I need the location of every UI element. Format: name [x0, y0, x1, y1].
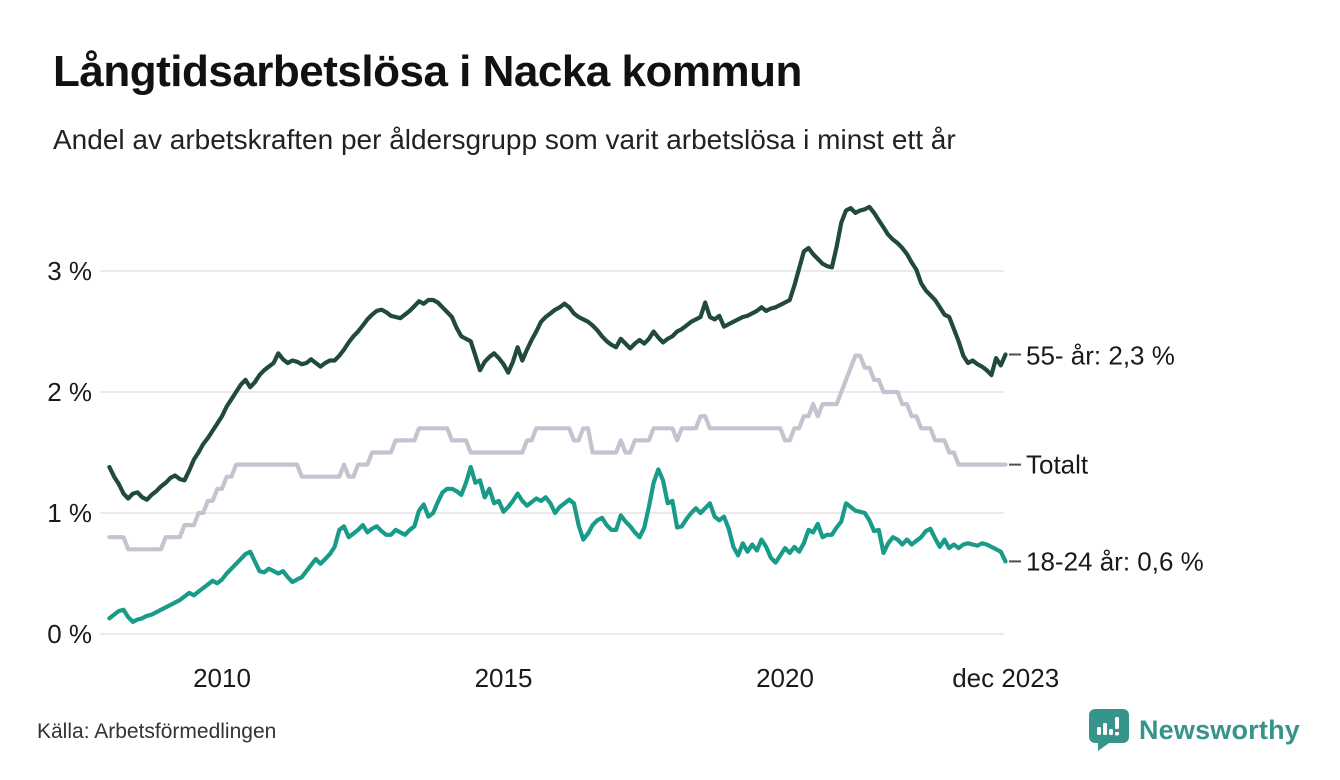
series-line-55- år	[107, 204, 1008, 502]
chart-subtitle: Andel av arbetskraften per åldersgrupp s…	[53, 124, 956, 155]
series-line-Totalt	[107, 353, 1008, 552]
x-axis-label-2020: 2020	[756, 663, 814, 693]
series-end-label-totalt: Totalt	[1026, 449, 1089, 480]
x-axis-label-2015: 2015	[475, 663, 533, 693]
newsworthy-logo: Newsworthy	[1088, 708, 1300, 752]
newsworthy-logo-text: Newsworthy	[1138, 714, 1300, 745]
x-axis-label-dec 2023: dec 2023	[952, 663, 1059, 693]
series-end-label-55: 55- år: 2,3 %	[1026, 340, 1175, 371]
series-end-label-18-24: 18-24 år: 0,6 %	[1026, 546, 1204, 577]
newsworthy-bubble-chart-icon	[1088, 709, 1129, 751]
page-title: Långtidsarbetslösa i Nacka kommun	[53, 47, 802, 96]
y-axis-label-3: 3 %	[47, 256, 92, 286]
series-line-18-24 år	[107, 464, 1008, 625]
source-note: Källa: Arbetsförmedlingen	[37, 720, 277, 743]
y-axis-label-1: 1 %	[47, 498, 92, 528]
y-axis-label-2: 2 %	[47, 377, 92, 407]
x-axis-label-2010: 2010	[193, 663, 251, 693]
y-axis-label-0: 0 %	[47, 619, 92, 649]
